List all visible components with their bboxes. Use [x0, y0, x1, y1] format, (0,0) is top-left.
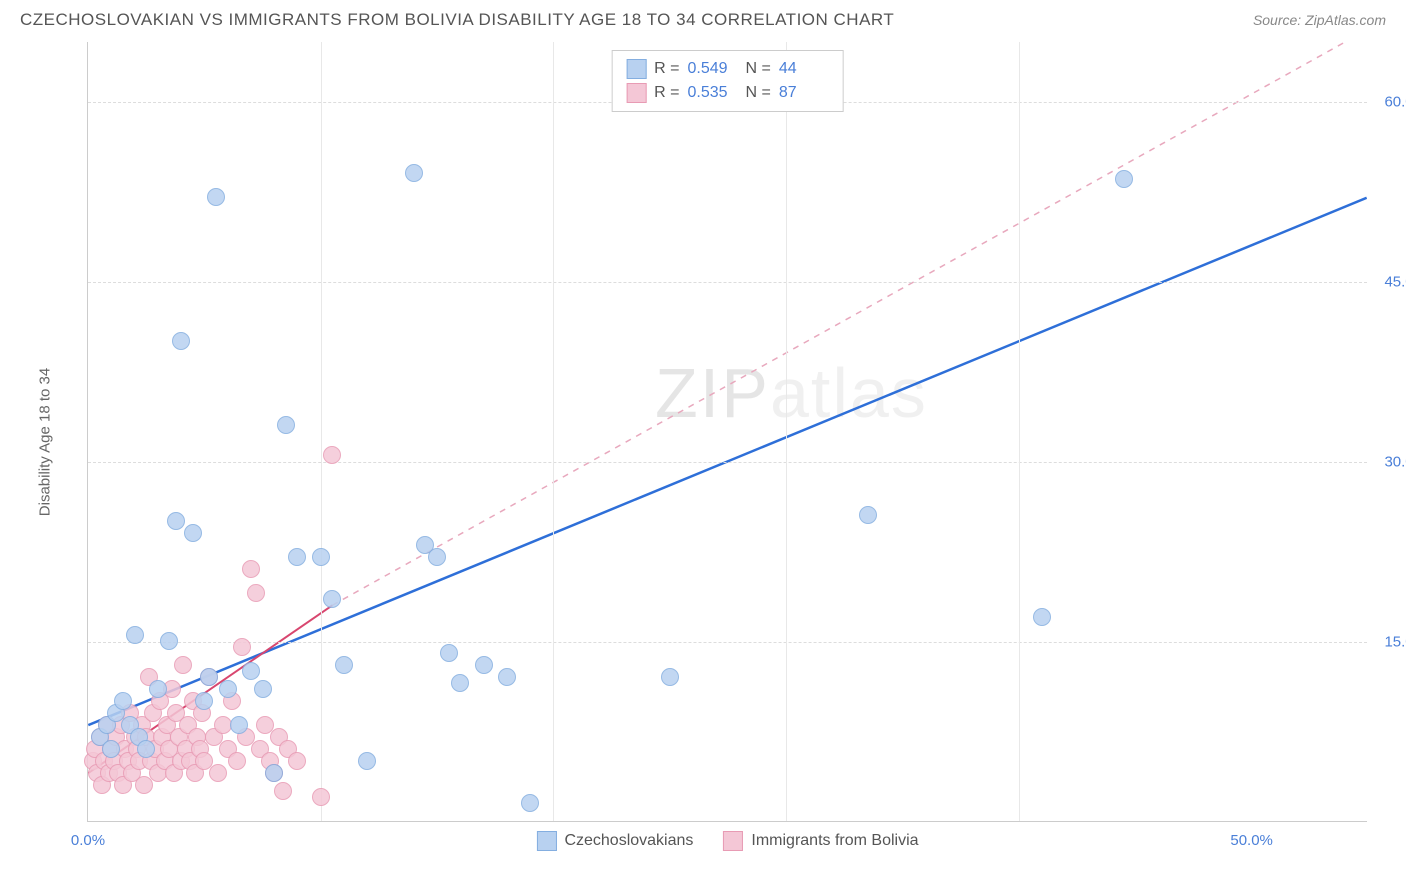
legend-n-label: N =	[746, 60, 771, 78]
data-point	[172, 332, 190, 350]
data-point	[312, 548, 330, 566]
data-point	[184, 524, 202, 542]
data-point	[200, 668, 218, 686]
data-point	[102, 740, 120, 758]
data-point	[451, 674, 469, 692]
legend-r-label: R =	[654, 60, 679, 78]
data-point	[230, 716, 248, 734]
data-point	[521, 794, 539, 812]
data-point	[428, 548, 446, 566]
source-attribution: Source: ZipAtlas.com	[1253, 12, 1386, 28]
data-point	[207, 188, 225, 206]
data-point	[288, 548, 306, 566]
legend-series-label: Immigrants from Bolivia	[751, 832, 918, 850]
data-point	[335, 656, 353, 674]
legend-swatch	[536, 831, 556, 851]
gridline-h	[88, 462, 1367, 463]
data-point	[126, 626, 144, 644]
series-legend: Czechoslovakians Immigrants from Bolivia	[536, 831, 918, 851]
data-point	[440, 644, 458, 662]
data-point	[661, 668, 679, 686]
correlation-legend: R = 0.549 N = 44 R = 0.535 N = 87	[611, 50, 844, 112]
legend-r-value: 0.535	[688, 84, 738, 102]
data-point	[209, 764, 227, 782]
data-point	[254, 680, 272, 698]
legend-swatch	[626, 83, 646, 103]
data-point	[277, 416, 295, 434]
data-point	[475, 656, 493, 674]
data-point	[312, 788, 330, 806]
x-tick-label: 0.0%	[71, 832, 105, 849]
chart-title: CZECHOSLOVAKIAN VS IMMIGRANTS FROM BOLIV…	[20, 10, 894, 30]
gridline-v	[786, 42, 787, 821]
data-point	[174, 656, 192, 674]
legend-swatch	[723, 831, 743, 851]
data-point	[1115, 170, 1133, 188]
legend-n-value: 44	[779, 60, 829, 78]
gridline-h	[88, 282, 1367, 283]
data-point	[323, 590, 341, 608]
data-point	[137, 740, 155, 758]
data-point	[242, 662, 260, 680]
data-point	[114, 692, 132, 710]
data-point	[195, 692, 213, 710]
legend-r-value: 0.549	[688, 60, 738, 78]
data-point	[358, 752, 376, 770]
data-point	[228, 752, 246, 770]
gridline-h	[88, 642, 1367, 643]
data-point	[219, 680, 237, 698]
data-point	[274, 782, 292, 800]
gridline-v	[553, 42, 554, 821]
y-tick-label: 30.0%	[1372, 454, 1406, 471]
y-tick-label: 15.0%	[1372, 634, 1406, 651]
data-point	[265, 764, 283, 782]
gridline-v	[321, 42, 322, 821]
data-point	[405, 164, 423, 182]
legend-series-label: Czechoslovakians	[564, 832, 693, 850]
chart-header: CZECHOSLOVAKIAN VS IMMIGRANTS FROM BOLIV…	[0, 0, 1406, 35]
data-point	[859, 506, 877, 524]
data-point	[233, 638, 251, 656]
data-point	[149, 680, 167, 698]
data-point	[288, 752, 306, 770]
watermark: ZIPatlas	[655, 353, 928, 433]
legend-r-label: R =	[654, 84, 679, 102]
data-point	[214, 716, 232, 734]
legend-n-value: 87	[779, 84, 829, 102]
x-tick-label: 50.0%	[1230, 832, 1273, 849]
data-point	[160, 632, 178, 650]
data-point	[323, 446, 341, 464]
data-point	[1033, 608, 1051, 626]
data-point	[498, 668, 516, 686]
y-axis-label: Disability Age 18 to 34	[37, 368, 54, 516]
y-tick-label: 60.0%	[1372, 94, 1406, 111]
chart-container: Disability Age 18 to 34 ZIPatlas R =0.54…	[55, 42, 1385, 842]
data-point	[242, 560, 260, 578]
legend-n-label: N =	[746, 84, 771, 102]
y-tick-label: 45.0%	[1372, 274, 1406, 291]
legend-swatch	[626, 59, 646, 79]
plot-area: ZIPatlas R =0.549N =44R =0.535N =87 Czec…	[87, 42, 1367, 822]
data-point	[247, 584, 265, 602]
data-point	[167, 512, 185, 530]
gridline-v	[1019, 42, 1020, 821]
